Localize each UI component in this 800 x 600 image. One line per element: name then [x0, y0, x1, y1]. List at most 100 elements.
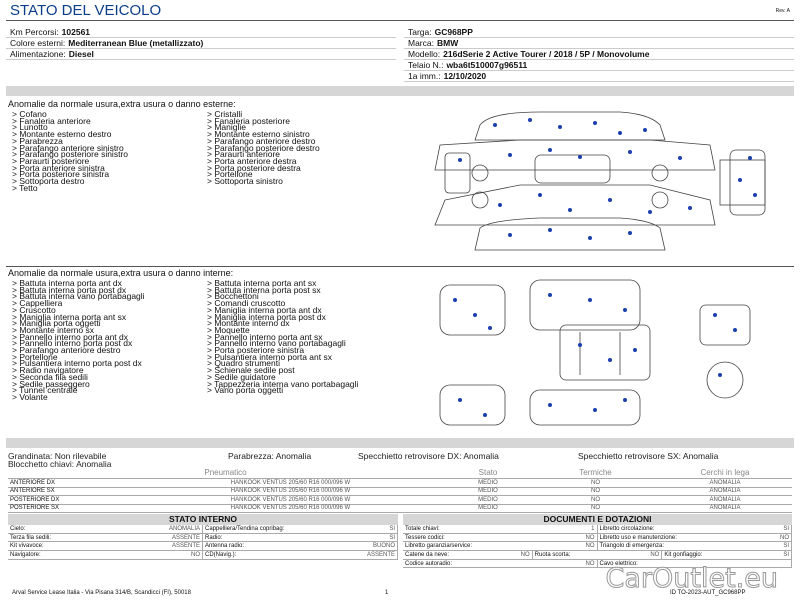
tyre-cell: MEDIO [443, 504, 533, 513]
info-row: Marca: BMW [404, 38, 794, 49]
box-cell: Catene da neve: NO [403, 551, 533, 559]
item: > Fanaleria anteriore [12, 115, 91, 126]
item: > Tunnel centrale [12, 385, 78, 396]
box-cell: Navigatore: NO [8, 551, 203, 559]
item: > Cristalli [207, 109, 243, 119]
cell-label: Libretto garanzia/service: [405, 543, 473, 550]
item: > Montante esterno destro [12, 129, 112, 140]
info-row: Km Percorsi: 102561 [6, 27, 396, 38]
box-cell: Cappelliera/Tendina copribag: SI [203, 525, 398, 533]
cell-label: Libretto uso e manutenzione: [599, 534, 677, 541]
item: > Parafango anteriore sinistro [12, 142, 124, 153]
header-cell: Cerchi in lega [658, 467, 792, 479]
info-value: Diesel [68, 49, 94, 59]
item: > Portellone [12, 351, 58, 362]
item: > Maniglia interna porta ant dx [207, 304, 322, 315]
tyre-cell: MEDIO [443, 478, 533, 488]
item: > Lunotto [12, 122, 48, 133]
item: > Battuta interna porta post sx [207, 284, 321, 295]
section-heading: Anomalie da normale usura,extra usura o … [8, 99, 236, 109]
item: > Pannello interno porta post dx [12, 338, 133, 349]
info-label: Telaio N.: [408, 60, 444, 70]
item: > Parafango anteriore destro [207, 135, 316, 146]
cell-label: Kit gonfiaggio: [664, 552, 703, 559]
tyre-cell: NO [533, 495, 658, 505]
cell-label: Kit vivavoce: [10, 543, 44, 550]
tyre-cell: ANOMALIA [658, 487, 792, 496]
check-label: Blocchetto chiavi: [8, 459, 75, 469]
cell-value: NO [585, 543, 595, 550]
item: > Maniglie [207, 122, 246, 133]
columns: > Cofano > Fanaleria anteriore > Lunotto > … [8, 109, 403, 192]
header-cell: Stato [443, 467, 533, 479]
cell-value: ASSENTE [171, 543, 200, 550]
info-label: Marca: [408, 38, 434, 48]
box-cell: Antenna radio: BUONO [203, 542, 398, 551]
info-value: wba6t510007g96511 [446, 60, 528, 70]
tyre-row: ANTERIORE DX HANKOOK VENTUS 205/60 R16 00… [8, 478, 792, 488]
band [6, 438, 794, 448]
info-row: Telaio N.: wba6t510007g96511 [404, 60, 794, 71]
column: > Battuta interna porta ant dx > Battuta … [8, 279, 203, 402]
tyre-cell: ANOMALIA [658, 504, 792, 513]
check-label: Grandinata: [8, 451, 53, 461]
interior-section: Anomalie da normale usura,extra usura o … [8, 268, 403, 401]
tyre-cell: HANKOOK VENTUS 205/60 R16 000/096 W [138, 478, 443, 488]
box-row: Kit vivavoce: ASSENTE Antenna radio: BUONO [8, 542, 398, 552]
info-value: 12/10/2020 [443, 71, 487, 81]
cell-value: NO [585, 560, 595, 567]
item: > Fanaleria posteriore [207, 115, 290, 126]
box-row: Libretto garanzia/service: NO Triangolo di… [403, 542, 792, 552]
info-label: Modello: [408, 49, 441, 59]
item: > Montante interno dx [207, 318, 290, 329]
box-cell: Libretto circolazione: SI [598, 525, 792, 533]
item: > Porta posteriore sinistra [207, 345, 305, 356]
item: > Battuta interna porta ant sx [207, 278, 317, 288]
footer-id: ID TO-2023-AUT_GC968PP [670, 590, 746, 596]
column: > Cofano > Fanaleria anteriore > Lunotto > … [8, 110, 203, 192]
item: > Parabrezza [12, 135, 63, 146]
header-cell: Pneumatico [8, 467, 443, 479]
check-value: Non rilevabile [54, 451, 107, 461]
item: > Parafango posteriore sinistro [12, 149, 128, 160]
cell-label: Radio: [205, 534, 223, 541]
tyre-cell: NO [533, 478, 658, 488]
info-label: Km Percorsi: [10, 27, 59, 37]
tyre-cell: POSTERIORE SX [8, 504, 138, 513]
cell-value: ANOMALIA [168, 526, 200, 532]
box-cell: Totale chiavi: 1 [403, 525, 598, 533]
check: Parabrezza: Anomalia [228, 451, 311, 461]
cell-label: CD(Navig.): [205, 552, 237, 559]
footer-page: 1 [385, 590, 389, 596]
box-cell: Libretto uso e manutenzione: NO [598, 533, 792, 542]
tyre-cell: HANKOOK VENTUS 205/60 R16 000/096 W [138, 495, 443, 505]
item: > Porta posteriore sinistra [12, 169, 110, 180]
info-label: Alimentazione: [10, 49, 66, 59]
tyre-cell: MEDIO [443, 487, 533, 496]
check-label: Specchietto retrovisore DX: [358, 451, 462, 461]
box-row: Totale chiavi: 1 Libretto circolazione: SI [403, 525, 792, 534]
cell-value: NO [650, 552, 660, 559]
check-value: Anomalia [76, 459, 112, 469]
title: STATO DEL VEICOLO [10, 2, 162, 19]
cell-value: SI [389, 534, 395, 541]
cell-value: SI [783, 526, 789, 532]
box-cell: Kit vivavoce: ASSENTE [8, 542, 203, 551]
tyre-cell: ANOMALIA [658, 495, 792, 505]
item: > Sedile passeggero [12, 378, 90, 389]
item: > Radio navigatore [12, 365, 84, 376]
tyre-cell: MEDIO [443, 495, 533, 505]
cell-value: NO [520, 552, 530, 559]
box-row: Codice autoradio: NO Cavo elettrico: [403, 559, 792, 569]
item: > Paraurti anteriore [207, 149, 280, 160]
item: > Volante [12, 391, 48, 402]
item: > Quadro strumenti [207, 358, 280, 369]
info-right: Targa: GC968PP Marca: BMW Modello: 216dSerie … [404, 27, 794, 82]
box-row: Tessere codici: NO Libretto uso e manutenz… [403, 533, 792, 543]
cell-label: Terza fila sedili: [10, 534, 52, 541]
box-cell: Kit gonfiaggio: SI [662, 551, 793, 559]
box-cell: CD(Navig.): ASSENTE [203, 551, 398, 559]
item: > Montante esterno sinistro [207, 129, 310, 140]
tyre-row: POSTERIORE SX HANKOOK VENTUS 205/60 R16 0… [8, 504, 792, 513]
item: > Seconda fila sedili [12, 371, 88, 382]
